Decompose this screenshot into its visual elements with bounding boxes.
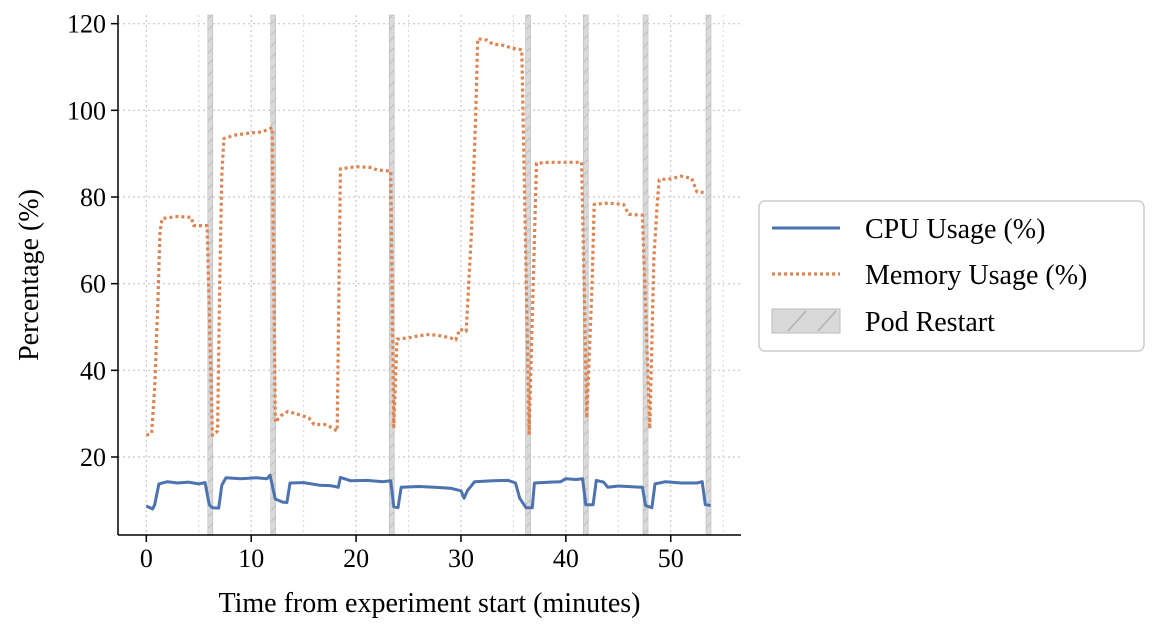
legend-label: CPU Usage (%) [865, 214, 1045, 245]
x-tick-label: 0 [140, 544, 153, 573]
pod-restart-band [582, 14, 589, 536]
y-tick-label: 60 [80, 270, 106, 299]
cpu-usage-line [145, 473, 711, 511]
x-axis-title: Time from experiment start (minutes) [219, 588, 641, 619]
legend-restart-swatch [771, 308, 841, 334]
grid-lines [118, 15, 741, 535]
x-tick-label: 20 [343, 544, 369, 573]
memory-usage-line [145, 37, 706, 437]
y-axis-title: Percentage (%) [14, 189, 45, 361]
y-tick-label: 120 [67, 10, 106, 39]
x-tick-label: 10 [238, 544, 264, 573]
series-lines [145, 37, 711, 511]
x-tick-label: 40 [553, 544, 579, 573]
y-tick-label: 40 [80, 356, 106, 385]
legend-hatch-mark [787, 310, 807, 332]
x-tick-label: 30 [448, 544, 474, 573]
legend-label: Pod Restart [865, 307, 995, 338]
x-tick-label: 50 [658, 544, 684, 573]
pod-restart-band [207, 14, 214, 536]
y-tick-label: 20 [80, 443, 106, 472]
axes: 0 10 20 30 40 50 20 40 60 80 100 120 [67, 10, 741, 573]
legend-hatch-mark [817, 310, 837, 332]
legend-box [758, 200, 1145, 352]
pod-restart-band [705, 14, 712, 536]
y-tick-label: 80 [80, 183, 106, 212]
y-tick-label: 100 [67, 96, 106, 125]
legend: CPU Usage (%) Memory Usage (%) Pod Restart [758, 200, 1145, 352]
legend-label: Memory Usage (%) [865, 260, 1087, 291]
